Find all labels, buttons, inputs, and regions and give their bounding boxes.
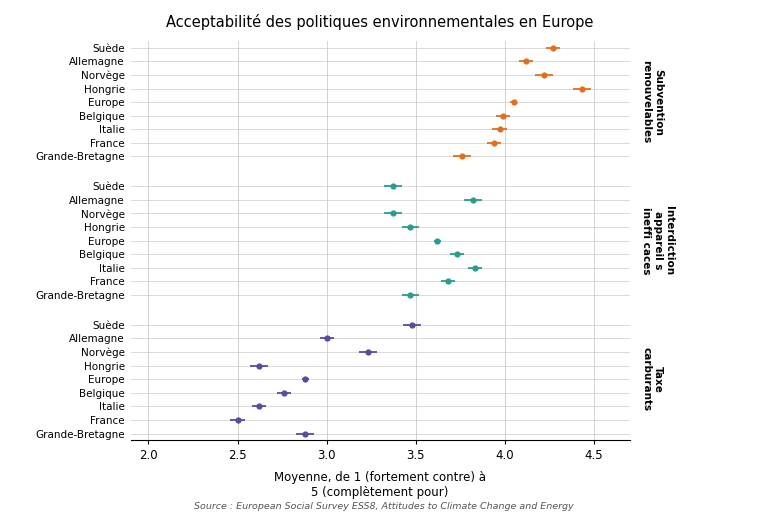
Title: Acceptabilité des politiques environnementales en Europe: Acceptabilité des politiques environneme… [167, 14, 594, 30]
Text: Interdiction
appareil s
ineffi caces: Interdiction appareil s ineffi caces [641, 206, 674, 275]
Text: Source : European Social Survey ESS8, Attitudes to Climate Change and Energy: Source : European Social Survey ESS8, At… [194, 502, 574, 511]
Text: Subvention
renouvelables: Subvention renouvelables [641, 60, 663, 144]
Text: Taxe
carburants: Taxe carburants [641, 347, 663, 411]
X-axis label: Moyenne, de 1 (fortement contre) à
5 (complètement pour): Moyenne, de 1 (fortement contre) à 5 (co… [274, 471, 486, 499]
